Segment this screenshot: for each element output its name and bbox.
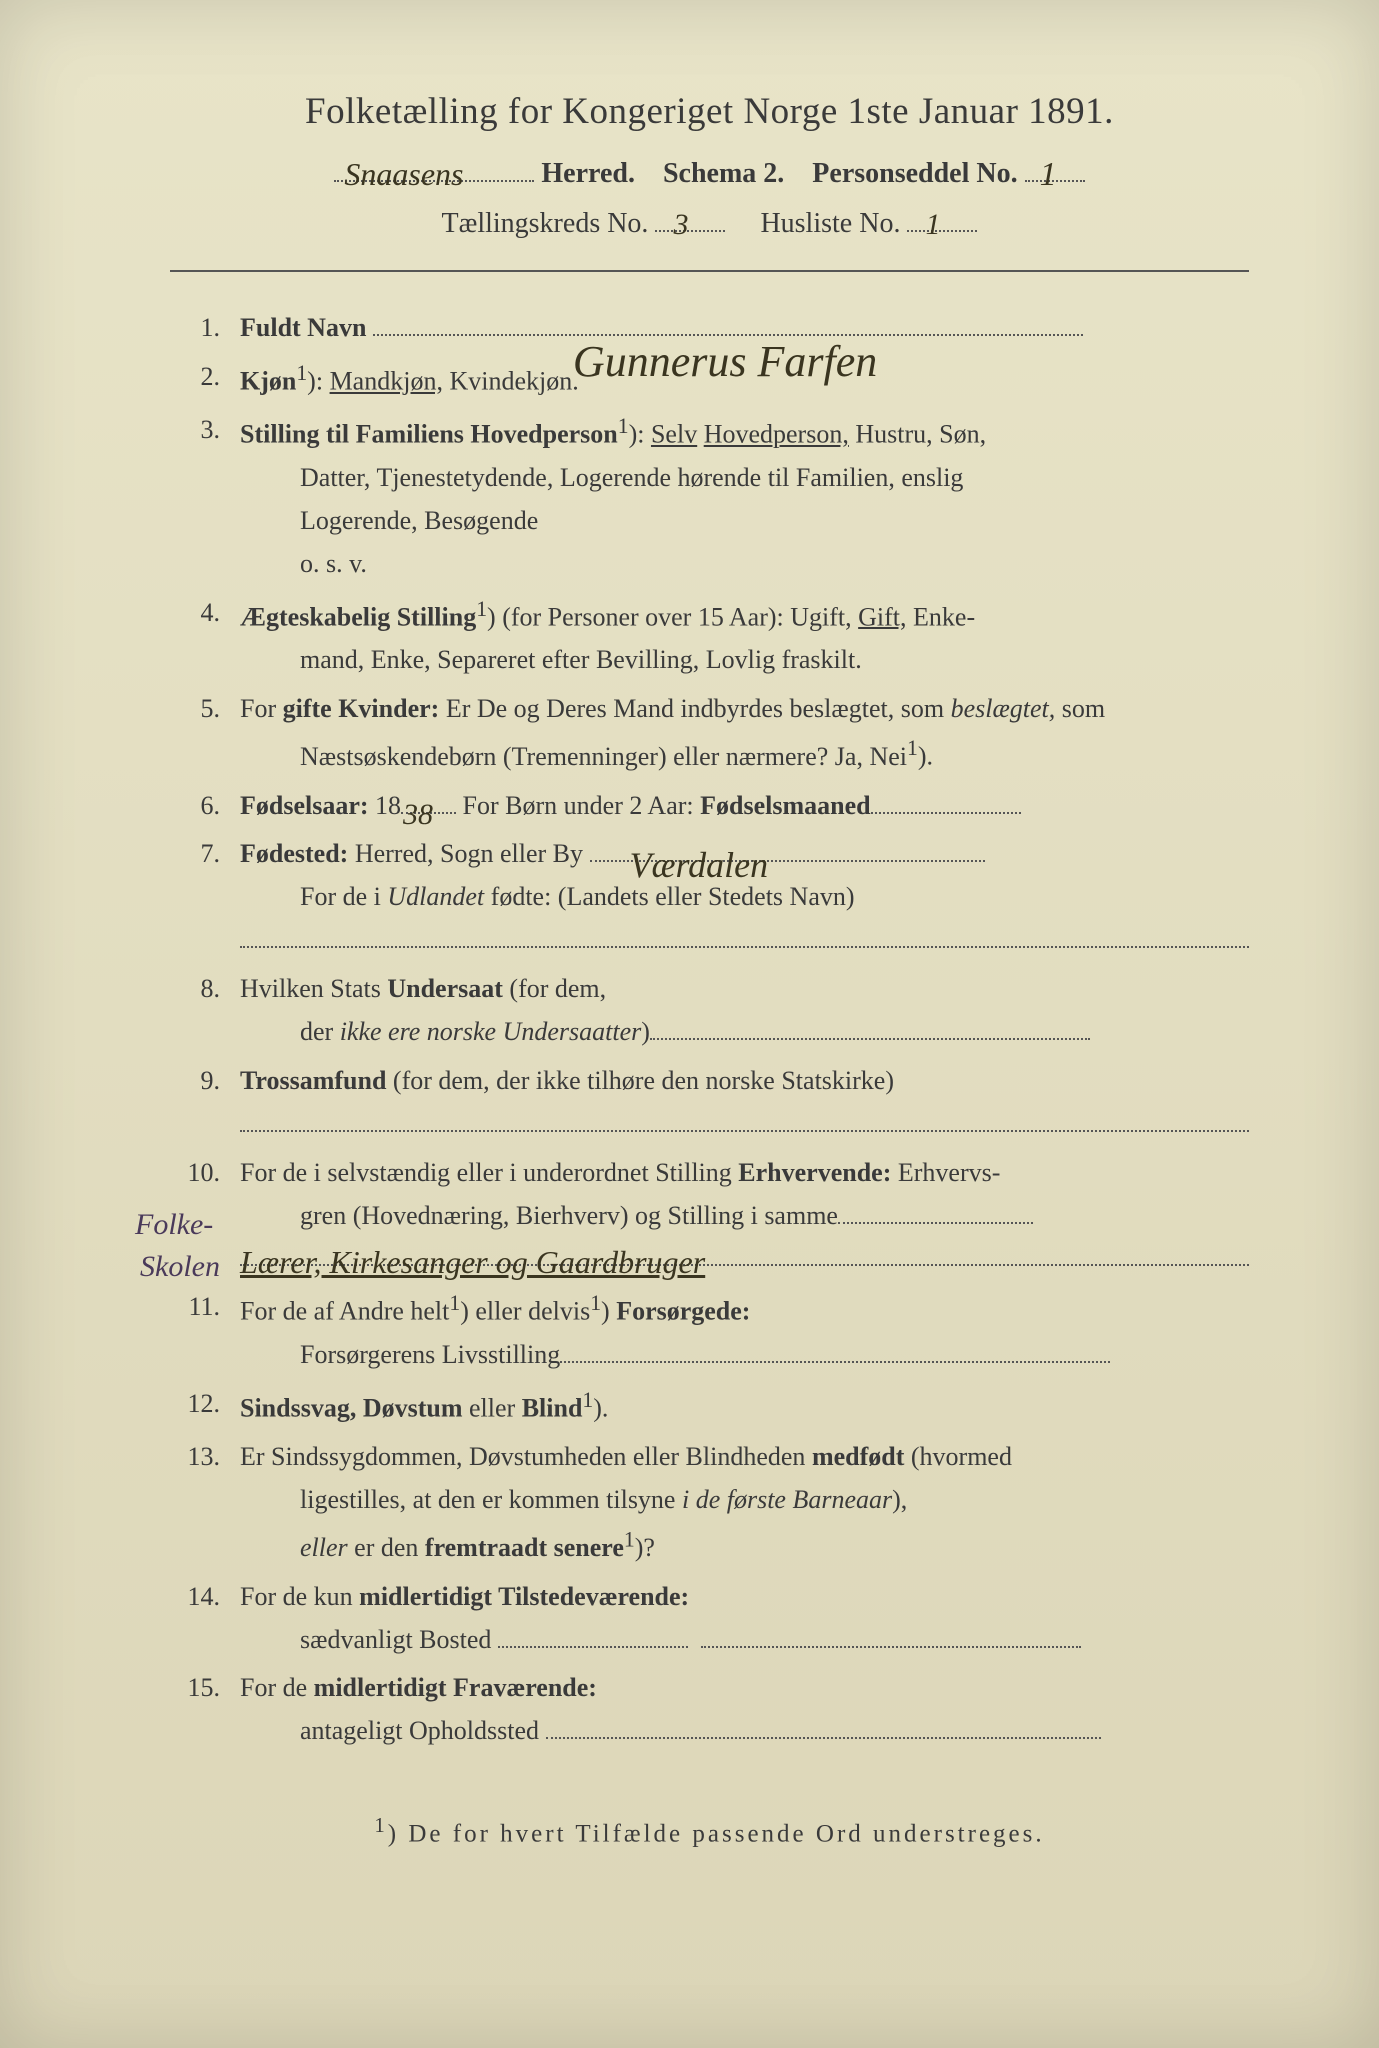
f10-line2: Erhvervs- xyxy=(891,1158,1000,1187)
personseddel-no-hw: 1 xyxy=(1040,156,1057,194)
f7-label: Fødested: xyxy=(240,839,348,868)
field-1: 1. Fuldt Navn Gunnerus Farfen xyxy=(170,307,1249,350)
f3-line3: Logerende, Besøgende xyxy=(240,506,538,535)
f3-line4: o. s. v. xyxy=(240,549,367,578)
f10-margin2: Skolen xyxy=(140,1242,220,1292)
f11-line2: eller delvis xyxy=(469,1297,590,1326)
f2-label: Kjøn xyxy=(240,367,296,396)
main-title: Folketælling for Kongeriget Norge 1ste J… xyxy=(170,90,1249,133)
form-body: 1. Fuldt Navn Gunnerus Farfen 2. Kjøn1):… xyxy=(170,307,1249,1753)
husliste-label: Husliste No. xyxy=(760,208,900,239)
f13-line2: (hvormed xyxy=(904,1442,1012,1471)
f4-label: Ægteskabelig Stilling xyxy=(240,602,476,631)
f5-line1: Er De og Deres Mand indbyrdes beslægtet,… xyxy=(439,694,944,723)
f11-line1: For de af Andre helt xyxy=(240,1297,449,1326)
field-4: 4. Ægteskabelig Stilling1) (for Personer… xyxy=(170,592,1249,682)
f14-line1: For de kun xyxy=(240,1582,359,1611)
field-8: 8. Hvilken Stats Undersaat (for dem, der… xyxy=(170,968,1249,1054)
schema-label: Schema 2. xyxy=(663,158,784,189)
f15-line1: For de xyxy=(240,1673,314,1702)
f14-bold: midlertidigt Tilstedeværende: xyxy=(359,1582,689,1611)
f10-line1: For de i selvstændig eller i underordnet… xyxy=(240,1158,738,1187)
f6-label: Fødselsaar: xyxy=(240,791,369,820)
f11-bold: Forsørgede: xyxy=(610,1297,751,1326)
herred-label: Herred. xyxy=(541,158,635,189)
herred-row: Snaasens Herred. Schema 2. Personseddel … xyxy=(170,158,1249,190)
field-9: 9. Trossamfund (for dem, der ikke tilhør… xyxy=(170,1060,1249,1146)
field-11: 11. For de af Andre helt1) eller delvis1… xyxy=(170,1286,1249,1376)
census-form-page: Folketælling for Kongeriget Norge 1ste J… xyxy=(0,0,1379,2048)
f7-line1: Herred, Sogn eller By xyxy=(348,839,583,868)
f9-bold: Trossamfund xyxy=(240,1066,386,1095)
f3-line2: Datter, Tjenestetydende, Logerende høren… xyxy=(240,463,963,492)
f5-label: For gifte Kvinder: xyxy=(240,694,439,723)
field-10: 10. Folke- Skolen For de i selvstændig e… xyxy=(170,1152,1249,1281)
kreds-no-hw: 3 xyxy=(673,208,688,242)
f10-bold: Erhvervende: xyxy=(738,1158,891,1187)
f8-line2: (for dem, xyxy=(503,974,606,1003)
f8-line1: Hvilken Stats xyxy=(240,974,387,1003)
f12-bold: Sindssvag, Døvstum xyxy=(240,1393,463,1422)
field-13: 13. Er Sindssygdommen, Døvstumheden elle… xyxy=(170,1436,1249,1569)
f1-label: Fuldt Navn xyxy=(240,313,366,342)
field-6: 6. Fødselsaar: 1838 For Børn under 2 Aar… xyxy=(170,785,1249,828)
field-2: 2. Kjøn1): Mandkjøn, Kvindekjøn. xyxy=(170,356,1249,404)
f8-bold: Undersaat xyxy=(387,974,503,1003)
personseddel-label: Personseddel No. xyxy=(812,158,1017,189)
f4-line2: mand, Enke, Separeret efter Bevilling, L… xyxy=(240,645,862,674)
f5-line2: Næstsøskendebørn (Tremenninger) eller næ… xyxy=(240,742,907,771)
field-15: 15. For de midlertidigt Fraværende: anta… xyxy=(170,1667,1249,1753)
f7-hw: Værdalen xyxy=(630,836,769,895)
f9-line1: (for dem, der ikke tilhøre den norske St… xyxy=(386,1066,894,1095)
f13-line1: Er Sindssygdommen, Døvstumheden eller Bl… xyxy=(240,1442,812,1471)
field-3: 3. Stilling til Familiens Hovedperson1):… xyxy=(170,409,1249,585)
f10-line3: gren (Hovednæring, Bierhverv) og Stillin… xyxy=(240,1201,838,1230)
f12-bold2: Blind xyxy=(522,1393,583,1422)
footnote-text: ) De for hvert Tilfælde passende Ord und… xyxy=(388,1821,1045,1848)
footnote: 1) De for hvert Tilfælde passende Ord un… xyxy=(170,1813,1249,1848)
husliste-no-hw: 1 xyxy=(925,208,940,242)
field-14: 14. For de kun midlertidigt Tilstedevære… xyxy=(170,1576,1249,1662)
f11-line3: Forsørgerens Livsstilling xyxy=(240,1340,560,1369)
f10-hw: Lærer, Kirkesanger og Gaardbruger xyxy=(240,1236,705,1289)
f15-bold: midlertidigt Fraværende: xyxy=(314,1673,597,1702)
herred-handwriting: Snaasens xyxy=(344,156,463,193)
kreds-label: Tællingskreds No. xyxy=(442,208,649,239)
f3-label: Stilling til Familiens Hovedperson xyxy=(240,420,618,449)
field-12: 12. Sindssvag, Døvstum eller Blind1). xyxy=(170,1383,1249,1431)
f6-rest: For Børn under 2 Aar: xyxy=(456,791,700,820)
divider xyxy=(170,270,1249,272)
f2-underlined: Mandkjøn, xyxy=(330,367,443,396)
f12-line1: eller xyxy=(463,1393,522,1422)
f15-line2: antageligt Opholdssted xyxy=(240,1716,539,1745)
f14-line2: sædvanligt Bosted xyxy=(240,1625,491,1654)
field-5: 5. For gifte Kvinder: Er De og Deres Man… xyxy=(170,688,1249,778)
f13-bold: medfødt xyxy=(812,1442,904,1471)
kreds-row: Tællingskreds No. 3 Husliste No. 1 xyxy=(170,208,1249,240)
field-7: 7. Fødested: Herred, Sogn eller By Værda… xyxy=(170,833,1249,962)
f6-hw: 38 xyxy=(403,790,433,840)
f6-bold2: Fødselsmaaned xyxy=(700,791,870,820)
form-header: Folketælling for Kongeriget Norge 1ste J… xyxy=(170,90,1249,240)
